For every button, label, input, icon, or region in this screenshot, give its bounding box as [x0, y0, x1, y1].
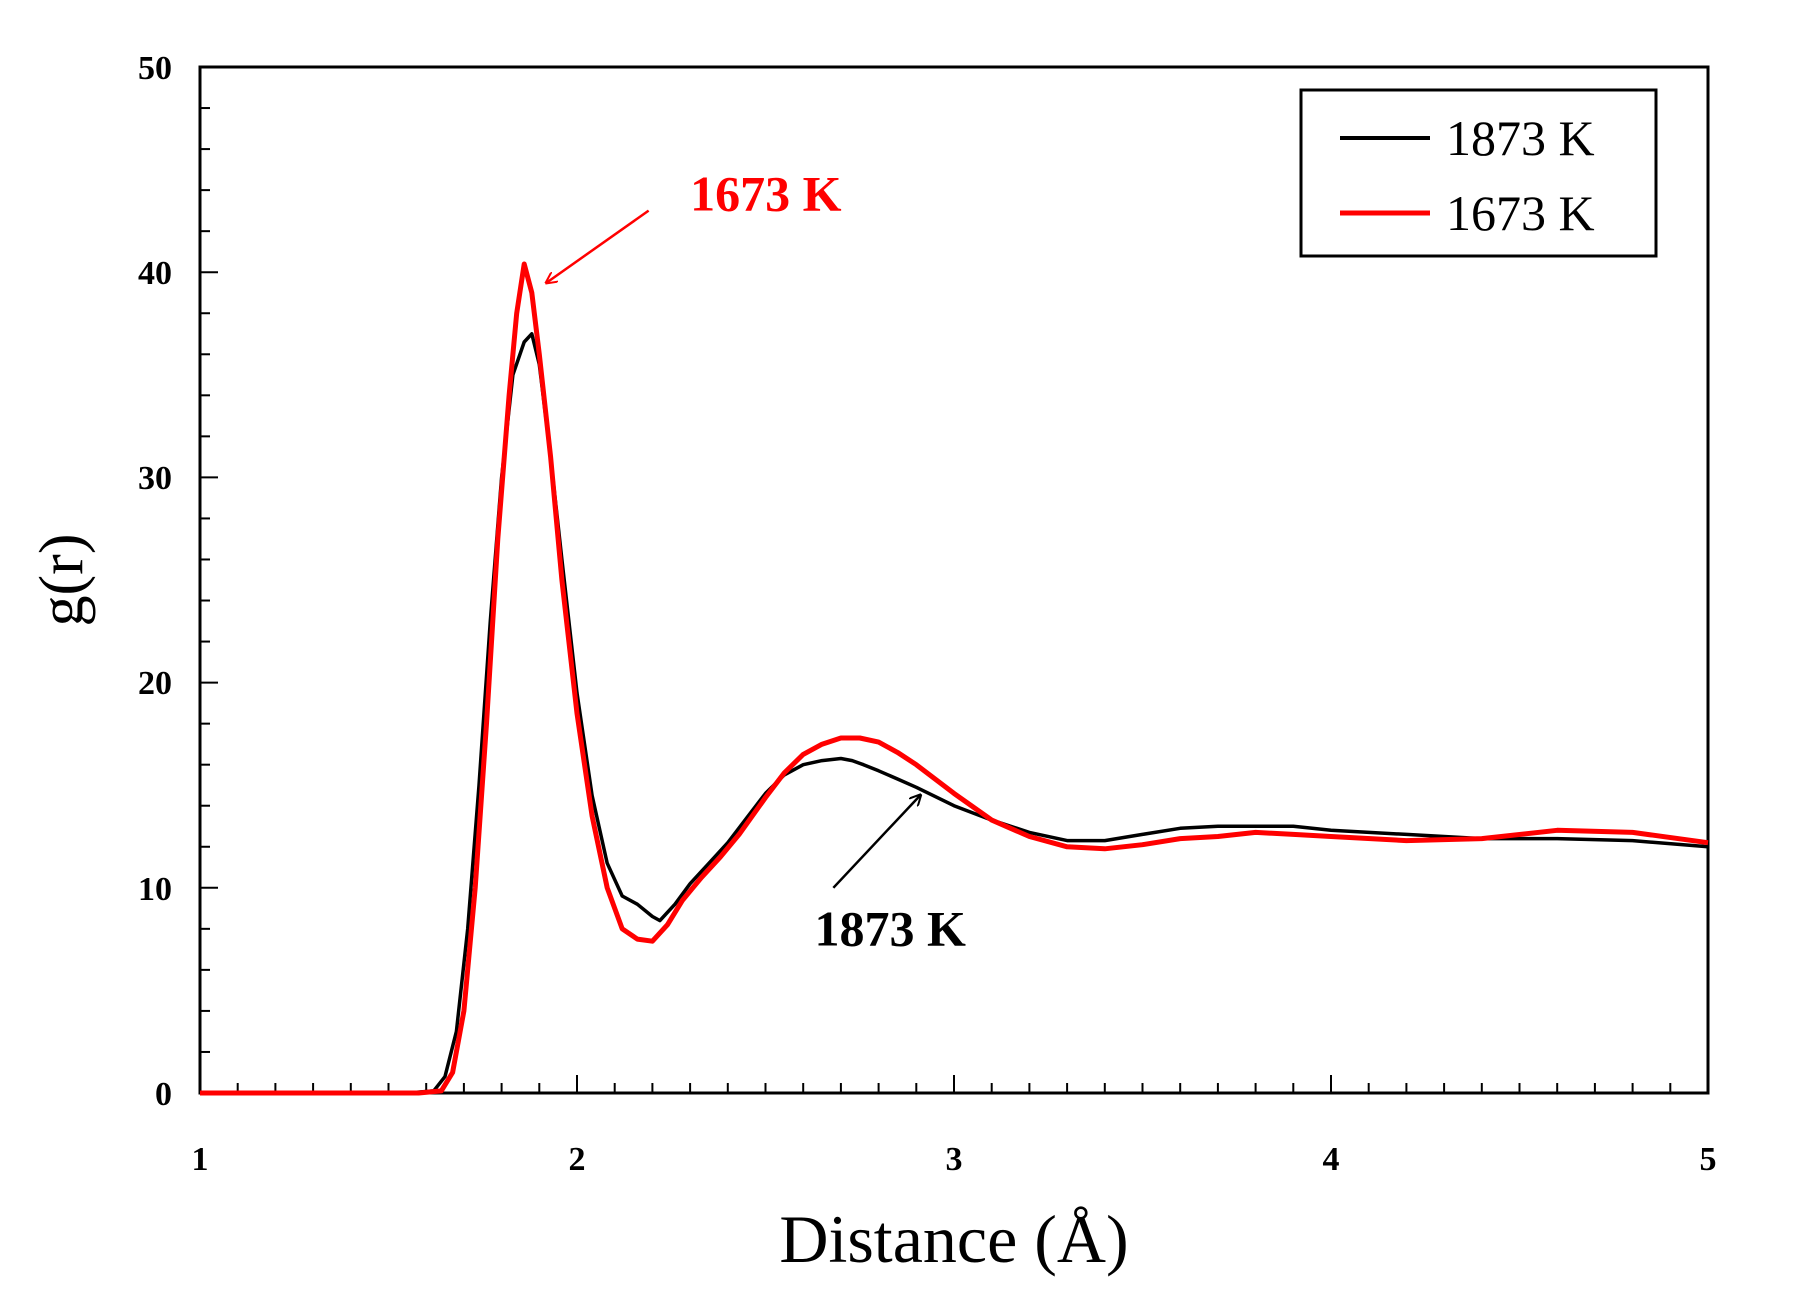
y-tick-label: 0: [155, 1076, 172, 1113]
annotations: 1673 K 1873 K: [547, 166, 967, 956]
legend-box: [1299, 88, 1658, 258]
legend: 1873 K 1673 K: [1299, 88, 1658, 258]
series-line-1673k: [200, 261, 1709, 1096]
annotation-label-1873k: 1873 K: [815, 900, 967, 956]
x-tick-label: 3: [946, 1141, 963, 1178]
y-tick-label: 20: [138, 665, 172, 702]
x-tick-label: 5: [1700, 1141, 1717, 1178]
series-layer: [200, 261, 1709, 1096]
x-tick-label: 2: [569, 1141, 586, 1178]
y-axis-ticks: [200, 66, 218, 1094]
y-tick-label: 10: [138, 871, 172, 908]
annotation-arrow-1673k: [547, 209, 650, 283]
x-tick-label: 4: [1323, 1141, 1340, 1178]
y-tick-label: 30: [138, 460, 172, 497]
x-axis-tick-labels: 1 2 3 4 5: [192, 1141, 1717, 1178]
y-tick-label: 50: [138, 50, 172, 87]
annotation-label-1673k: 1673 K: [690, 166, 842, 222]
x-axis-title: Distance (Å): [779, 1201, 1128, 1277]
annotation-arrow-1873k: [832, 795, 920, 889]
y-axis-tick-labels: 0 10 20 30 40 50: [138, 50, 172, 1113]
x-tick-label: 1: [192, 1141, 209, 1178]
series-line-1873k: [200, 332, 1709, 1095]
legend-label-1673k: 1673 K: [1446, 185, 1595, 241]
x-axis-ticks: [199, 1075, 1709, 1093]
legend-label-1873k: 1873 K: [1446, 110, 1595, 166]
y-axis-title: g(r): [28, 534, 96, 627]
y-tick-label: 40: [138, 255, 172, 292]
